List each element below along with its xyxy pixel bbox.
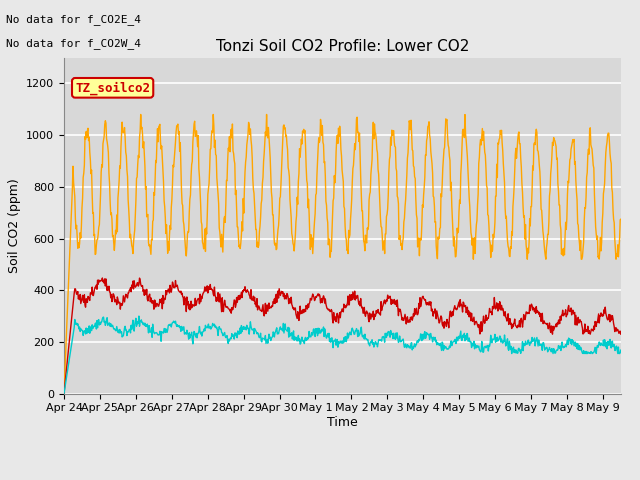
X-axis label: Time: Time [327,416,358,429]
Legend: Open -8cm, Tree -8cm, Tree2 -8cm: Open -8cm, Tree -8cm, Tree2 -8cm [156,474,529,480]
Y-axis label: Soil CO2 (ppm): Soil CO2 (ppm) [8,178,20,273]
Text: No data for f_CO2E_4: No data for f_CO2E_4 [6,14,141,25]
Text: TZ_soilco2: TZ_soilco2 [75,81,150,95]
Text: No data for f_CO2W_4: No data for f_CO2W_4 [6,38,141,49]
Title: Tonzi Soil CO2 Profile: Lower CO2: Tonzi Soil CO2 Profile: Lower CO2 [216,39,469,54]
